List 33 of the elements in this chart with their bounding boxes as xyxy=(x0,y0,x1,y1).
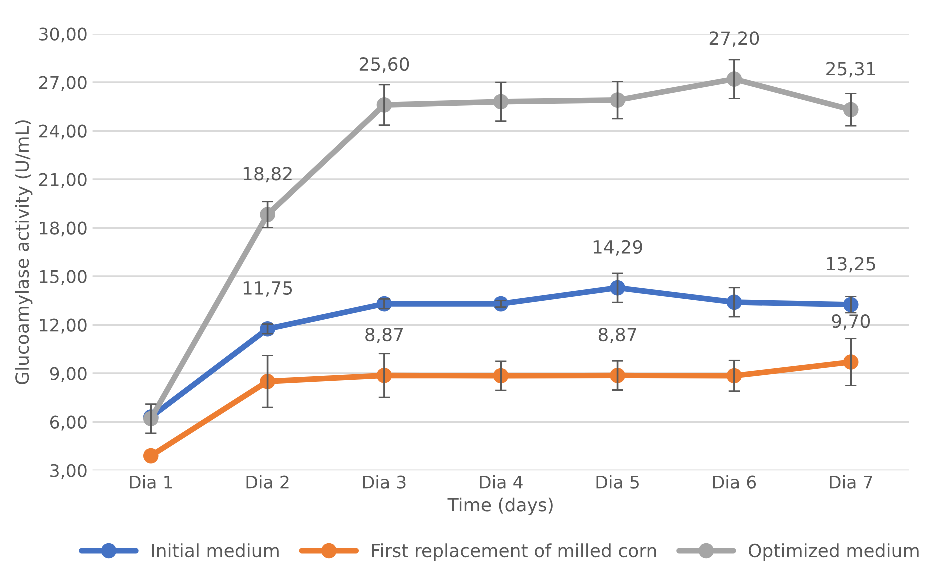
data-label: 18,82 xyxy=(244,167,292,183)
y-tick-label: 3,00 xyxy=(50,464,87,480)
y-tick-label: 21,00 xyxy=(40,173,87,188)
point xyxy=(143,448,159,464)
data-label: 9,70 xyxy=(832,314,870,330)
data-label: 13,25 xyxy=(827,257,876,273)
y-axis-title: Glucoamylase activity (U/mL) xyxy=(15,120,33,385)
data-label: 25,31 xyxy=(826,62,876,78)
y-tick-label: 9,00 xyxy=(50,367,87,382)
data-label: 8,87 xyxy=(598,328,636,344)
data-label: 25,60 xyxy=(360,57,410,73)
legend-label: Initial medium xyxy=(152,544,279,558)
x-tick-label: Dia 2 xyxy=(246,475,289,489)
x-tick-label: Dia 5 xyxy=(596,475,639,489)
legend-label: First replacement of milled corn xyxy=(372,544,656,562)
legend-label: Optimized medium xyxy=(748,544,919,562)
y-tick-label: 27,00 xyxy=(40,76,87,92)
y-tick-label: 18,00 xyxy=(40,222,87,237)
data-label: 11,75 xyxy=(244,282,292,297)
x-axis-title: Time (days) xyxy=(448,498,553,516)
y-tick-label: 12,00 xyxy=(40,318,87,334)
data-label: 8,87 xyxy=(366,328,404,344)
y-tick-label: 30,00 xyxy=(40,28,87,43)
y-tick-label: 6,00 xyxy=(50,416,87,431)
data-label: 27,20 xyxy=(710,32,760,48)
x-tick-label: Dia 4 xyxy=(480,475,523,489)
x-tick-label: Dia 7 xyxy=(830,475,872,489)
x-tick-label: Dia 3 xyxy=(363,475,406,489)
x-tick-label: Dia 1 xyxy=(130,475,172,489)
y-tick-label: 24,00 xyxy=(40,124,87,140)
x-tick-label: Dia 6 xyxy=(713,475,756,489)
y-tick-label: 15,00 xyxy=(40,270,87,286)
data-label: 14,29 xyxy=(594,240,642,256)
